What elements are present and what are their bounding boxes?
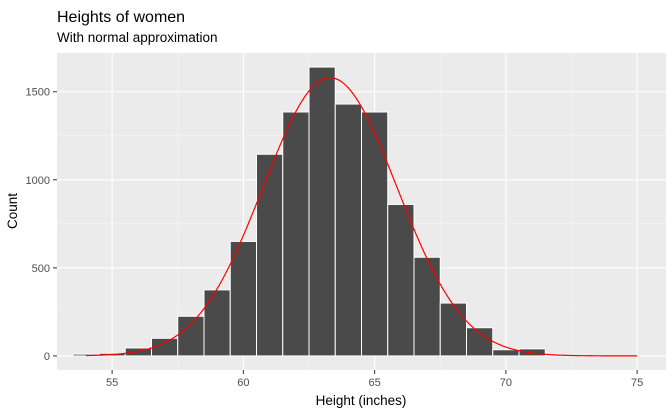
y-axis: 0 500 1000 1500: [26, 87, 57, 363]
x-tick-label: 60: [237, 377, 249, 389]
histogram-bar: [439, 302, 467, 357]
histogram-bar: [282, 111, 310, 357]
y-tick-label: 1500: [26, 87, 50, 99]
histogram-bar: [387, 203, 415, 357]
x-axis-title: Height (inches): [316, 393, 407, 408]
x-tick-label: 70: [500, 377, 512, 389]
normal-curve-line: [85, 77, 638, 357]
y-axis-title: Count: [5, 193, 20, 229]
chart-subtitle: With normal approximation: [57, 30, 218, 45]
histogram-bar: [256, 153, 284, 357]
histogram-bar: [229, 240, 257, 357]
histogram-bar: [361, 111, 389, 357]
x-tick-label: 55: [106, 377, 118, 389]
y-tick-label: 1000: [26, 175, 50, 187]
x-axis: 55 60 65 70 75: [106, 370, 643, 389]
y-tick-label: 0: [44, 351, 50, 363]
histogram-bar: [413, 256, 441, 357]
histogram-bar: [177, 315, 205, 357]
histogram-bar: [334, 103, 362, 357]
histogram-bar: [466, 327, 494, 357]
histogram-bar: [518, 348, 546, 357]
histogram-bar: [308, 66, 336, 357]
histogram-bar: [492, 349, 520, 357]
x-tick-label: 75: [631, 377, 643, 389]
normal-curve: [85, 77, 638, 357]
y-tick-label: 500: [32, 263, 50, 275]
histogram-bar: [203, 289, 231, 357]
x-tick-label: 65: [369, 377, 381, 389]
chart-title: Heights of women: [57, 9, 185, 26]
histogram-bars: [72, 66, 546, 357]
